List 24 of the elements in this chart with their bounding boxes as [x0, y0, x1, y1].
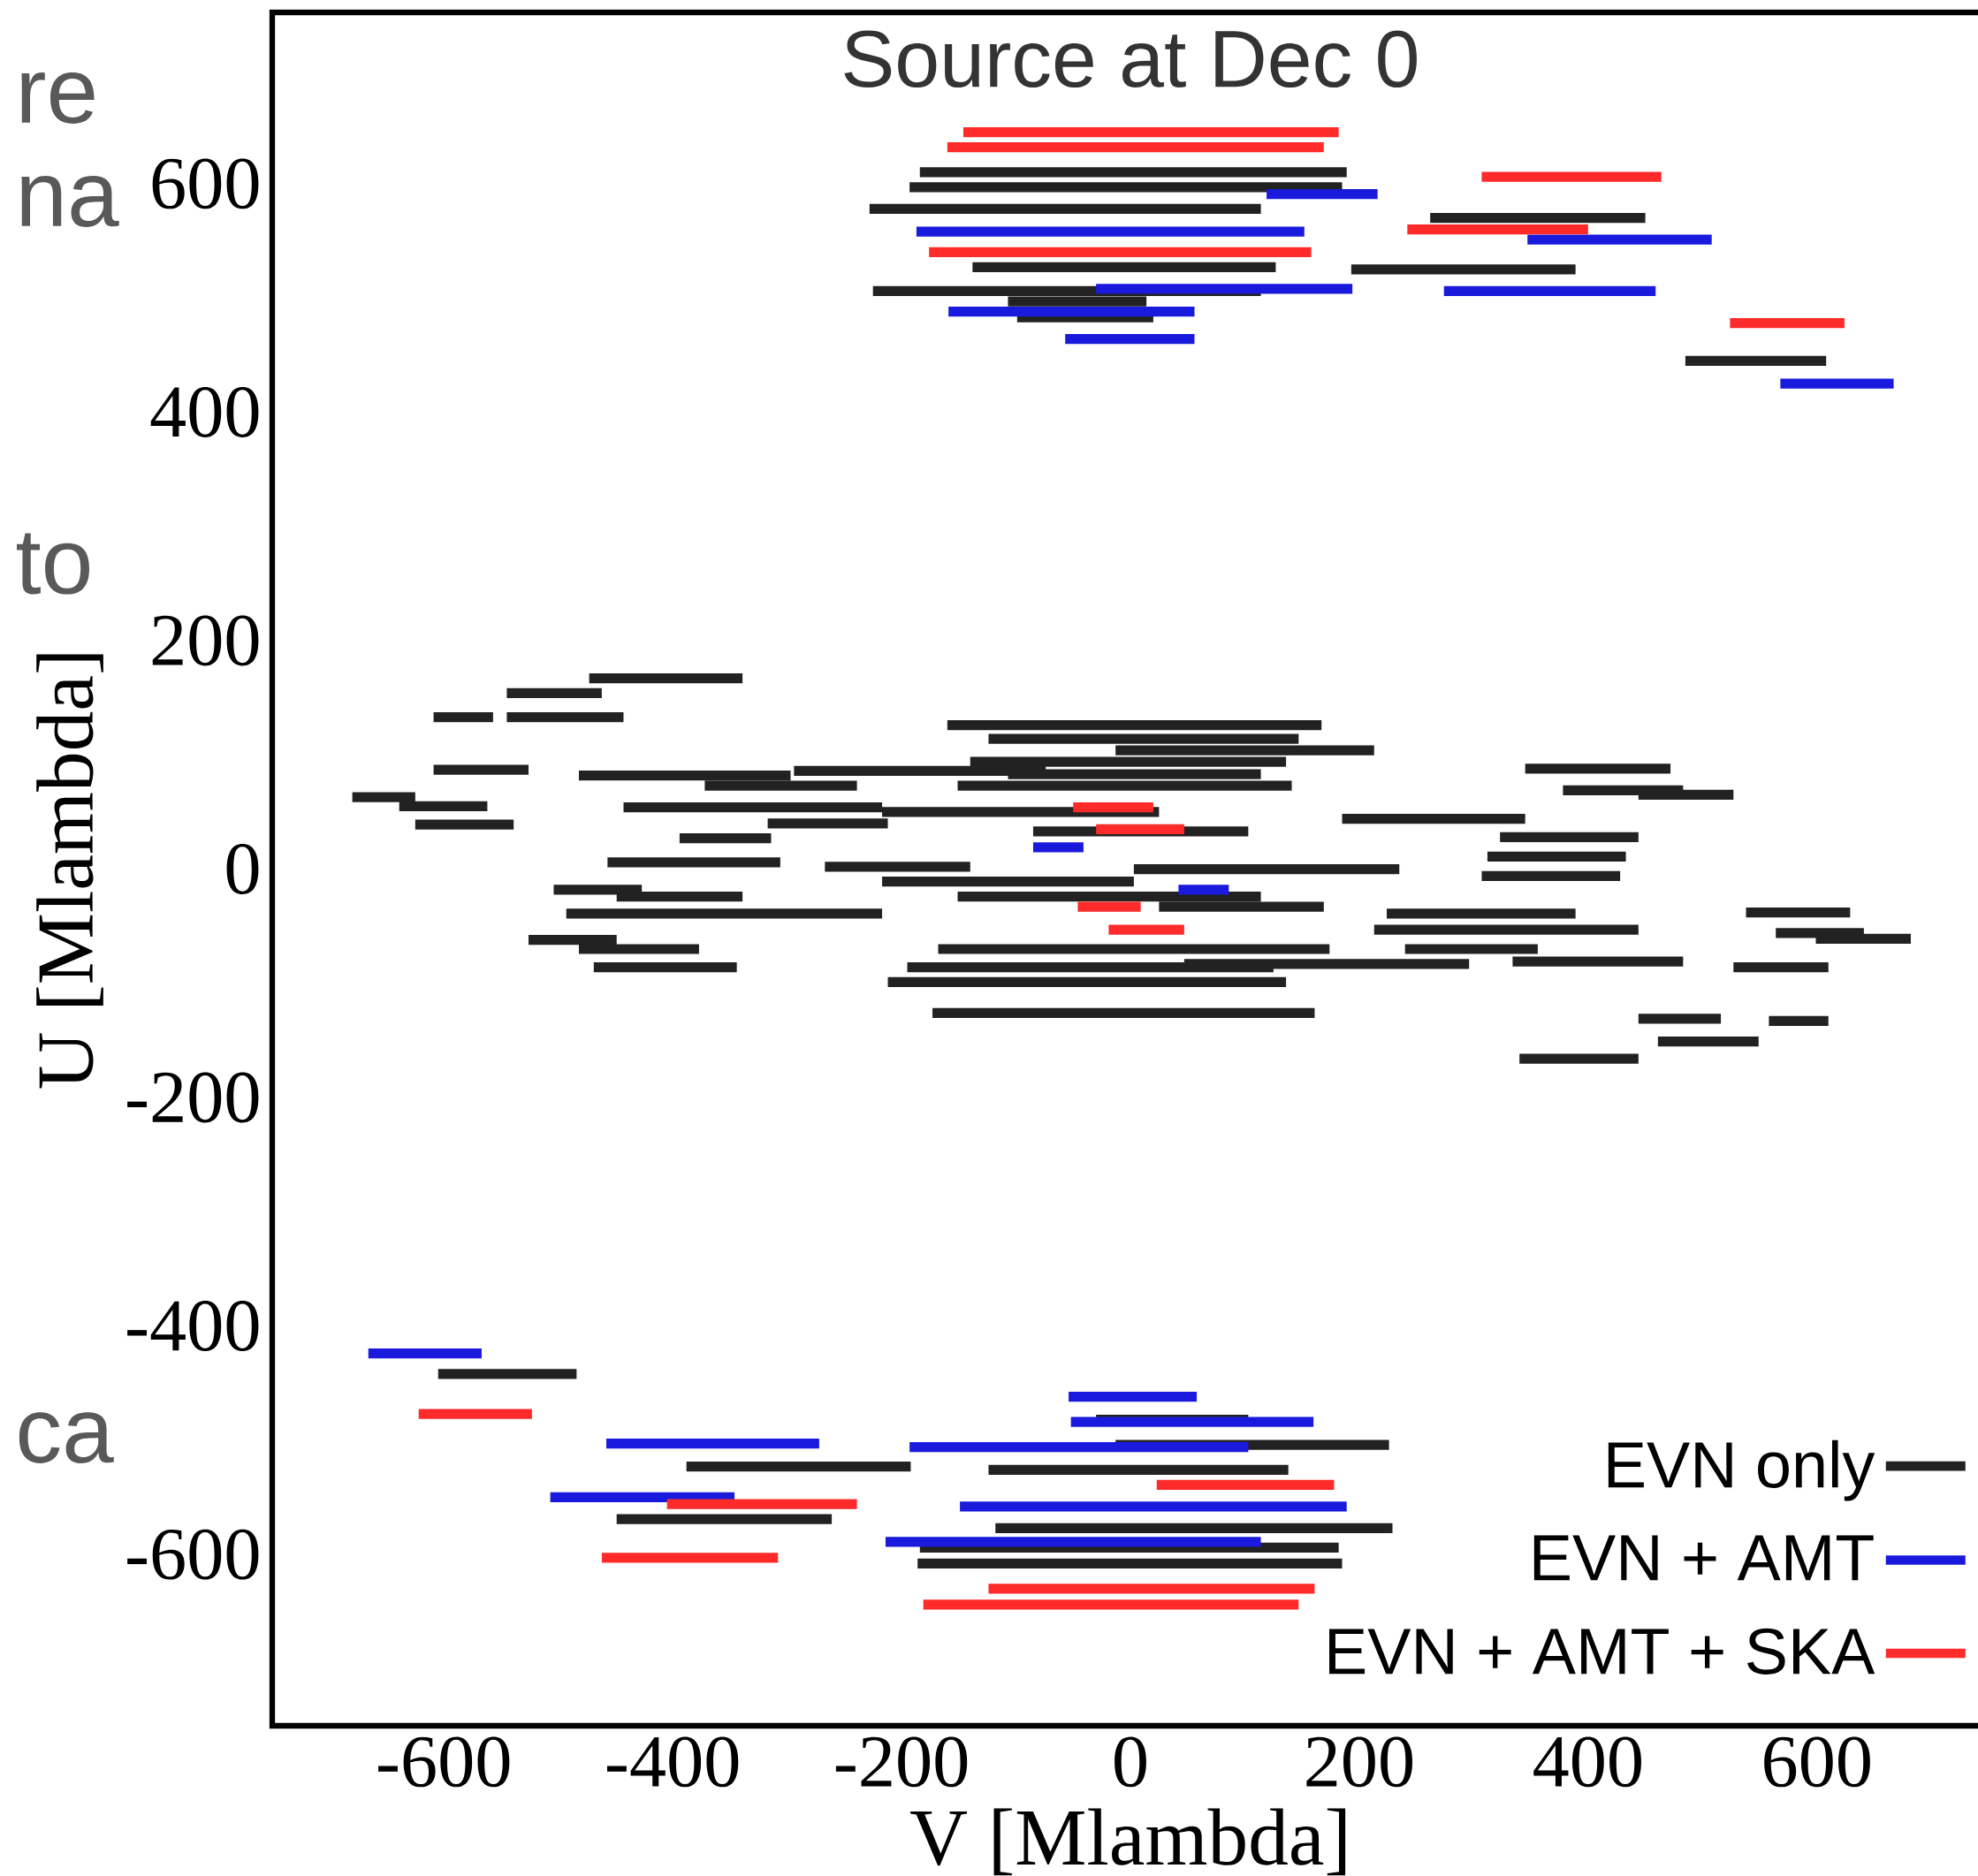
- legend-label: EVN + AMT: [1533, 1535, 1874, 1581]
- x-tick-label: 0: [1115, 1736, 1146, 1788]
- chart-title: Source at Dec 0: [844, 30, 1417, 88]
- y-tick-label: 0: [226, 844, 259, 894]
- y-tick-label: -400: [127, 1301, 259, 1352]
- legend-label: EVN + AMT + SKA: [1329, 1628, 1875, 1675]
- x-axis-title: V [Mlambda]: [910, 1808, 1346, 1876]
- y-tick-label: 200: [152, 615, 259, 666]
- text: ca: [19, 1412, 114, 1463]
- x-tick-label: -400: [606, 1736, 739, 1788]
- y-axis-title: U [Mlambda]: [36, 654, 103, 1089]
- y-tick-label: -200: [127, 1072, 259, 1123]
- text: to: [17, 533, 89, 595]
- y-tick-label: 400: [150, 386, 259, 437]
- x-tick-label: -200: [835, 1736, 968, 1788]
- y-tick-label: 600: [152, 158, 259, 209]
- text: re: [21, 72, 95, 124]
- x-tick-label: 200: [1306, 1736, 1412, 1788]
- legend-label: EVN only: [1608, 1439, 1875, 1501]
- x-tick-label: 600: [1764, 1736, 1870, 1788]
- text: na: [21, 176, 119, 227]
- y-tick-label: -600: [127, 1529, 259, 1580]
- x-tick-label: -600: [378, 1736, 510, 1788]
- x-tick-label: 400: [1533, 1736, 1641, 1788]
